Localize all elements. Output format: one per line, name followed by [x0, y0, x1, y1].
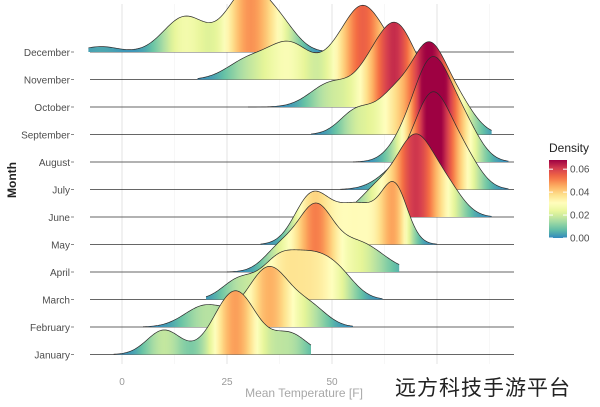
- legend-tick-label: 0.00: [570, 234, 590, 245]
- legend: Density 0.00 0.02 0.04 0.06: [549, 141, 590, 245]
- y-tick-label: December: [24, 48, 71, 59]
- ridge-outline: [113, 290, 312, 355]
- legend-tick-label: 0.04: [570, 188, 590, 199]
- ridge-outline: [352, 56, 509, 163]
- y-tick-label: March: [42, 296, 70, 307]
- ridge-january: [90, 290, 514, 355]
- legend-tick-label: 0.06: [570, 165, 590, 176]
- x-axis-title: Mean Temperature [F]: [245, 386, 363, 400]
- x-tick-label: 25: [221, 377, 233, 388]
- y-axis-title: Month: [5, 162, 19, 198]
- y-tick-labels: December November October September August Ju…: [21, 48, 74, 362]
- ridge-february: [90, 266, 514, 328]
- y-tick-label: August: [39, 158, 70, 169]
- ridges: [88, 0, 514, 355]
- ridge-outline: [142, 266, 354, 328]
- y-tick-label: July: [52, 186, 70, 197]
- y-tick-label: November: [24, 76, 71, 87]
- ridge-fill: [143, 266, 353, 327]
- ridge-december: [88, 0, 514, 53]
- legend-ticks: 0.00 0.02 0.04 0.06: [549, 165, 590, 245]
- ridge-march: [90, 249, 514, 300]
- ridge-fill: [227, 203, 400, 272]
- ridge-outline: [310, 41, 492, 135]
- y-tick-label: February: [30, 323, 70, 334]
- y-tick-label: May: [51, 241, 70, 252]
- legend-tick-label: 0.02: [570, 211, 590, 222]
- ridge-outline: [205, 249, 383, 299]
- y-tick-label: January: [34, 351, 70, 362]
- x-tick-label: 50: [326, 377, 338, 388]
- watermark: 远方科技手游平台: [395, 376, 571, 400]
- x-tick-labels: 0 25 50: [119, 377, 338, 388]
- y-tick-label: September: [21, 131, 71, 142]
- x-tick-label: 0: [119, 377, 125, 388]
- ridge-outline: [260, 181, 438, 245]
- ridge-fill: [88, 0, 353, 52]
- ridge-fill: [323, 133, 492, 217]
- legend-colorbar: [549, 160, 567, 238]
- y-tick-label: April: [50, 268, 70, 279]
- ridge-outline: [88, 0, 353, 53]
- y-tick-label: October: [34, 103, 70, 114]
- legend-title: Density: [549, 141, 589, 155]
- ridge-outline: [226, 202, 400, 273]
- y-tick-label: June: [48, 213, 70, 224]
- ridge-outline: [340, 91, 509, 190]
- ridge-fill: [113, 290, 311, 355]
